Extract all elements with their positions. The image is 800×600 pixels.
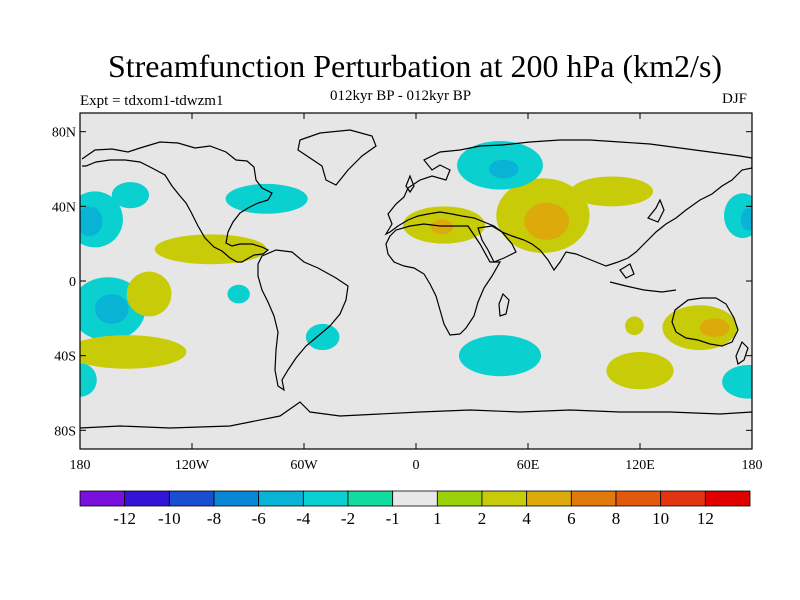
colorbar-swatch [615, 490, 662, 507]
colorbar-swatch [436, 490, 483, 507]
x-tick-label: 60E [517, 458, 540, 473]
coast-eurasia [384, 139, 752, 272]
anomaly-mexico-positive [154, 234, 267, 265]
anomaly-southern-ocean-negative [80, 363, 97, 397]
anomaly-layer [80, 141, 752, 399]
season-label: DJF [722, 91, 748, 107]
y-tick-label: 40N [52, 200, 76, 215]
colorbar-label: -1 [386, 509, 400, 528]
colorbar: -12 -10 -8 -6 -4 -2 -1 1 2 4 6 8 10 12 [79, 490, 751, 528]
colorbar-swatch [213, 490, 260, 507]
anomaly-mediterranean-core [430, 219, 454, 235]
colorbar-swatch [392, 490, 438, 507]
y-tick-label: 0 [69, 275, 76, 290]
colorbar-swatch [481, 490, 528, 507]
anomaly-southern-indian-positive [606, 351, 674, 390]
anomaly-east-asia-core [740, 208, 752, 231]
chart-title: Streamfunction Perturbation at 200 hPa (… [107, 48, 723, 84]
anomaly-north-pacific-negative [111, 182, 150, 209]
coastlines [80, 129, 752, 429]
coast-africa [385, 223, 502, 336]
colorbar-label: 12 [697, 509, 714, 528]
colorbar-label: 8 [612, 509, 621, 528]
colorbar-swatch [660, 490, 706, 507]
x-tick-label: 180 [70, 458, 91, 473]
y-tick-label: 40S [54, 350, 76, 365]
colorbar-label: -4 [296, 509, 311, 528]
colorbar-label: 6 [567, 509, 576, 528]
colorbar-label: -12 [113, 509, 136, 528]
anomaly-mongolia-positive [570, 176, 654, 207]
colorbar-swatch [570, 490, 617, 507]
colorbar-swatch [258, 490, 304, 507]
coast-south-america [257, 249, 349, 392]
colorbar-label: 2 [478, 509, 487, 528]
x-tick-label: 120E [625, 458, 655, 473]
colorbar-label: -6 [252, 509, 266, 528]
coast-indonesia [609, 263, 677, 293]
anomaly-dateline-east-negative [722, 365, 752, 399]
y-tick-label: 80S [54, 424, 76, 439]
anomaly-south-pacific-positive [80, 335, 187, 369]
colorbar-swatch [302, 490, 349, 507]
x-tick-label: 120W [175, 458, 210, 473]
coast-japan [647, 198, 665, 223]
experiment-label: Expt = tdxom1-tdwzm1 [80, 93, 224, 109]
anomaly-australia-core [699, 318, 730, 337]
anomaly-indian-small-positive [625, 316, 644, 336]
colorbar-swatch [347, 490, 394, 507]
coast-new-zealand [735, 340, 749, 365]
colorbar-label: -10 [158, 509, 181, 528]
coast-arabia [477, 225, 517, 263]
anomaly-atlantic-negative [225, 183, 308, 214]
colorbar-swatch [526, 490, 572, 507]
x-tick-label: 0 [413, 458, 420, 473]
colorbar-label: 10 [652, 509, 669, 528]
y-tick-label: 80N [52, 126, 76, 141]
coast-madagascar [498, 292, 510, 317]
anomaly-asia-core [524, 202, 570, 240]
anomaly-dateline-south-core [94, 294, 129, 324]
anomaly-dateline-north-core [80, 206, 103, 237]
colorbar-swatch [124, 490, 170, 507]
colorbar-label: -8 [207, 509, 221, 528]
coast-uk [405, 174, 415, 194]
coast-north-america [81, 141, 273, 263]
coast-australia [671, 297, 739, 347]
colorbar-swatch [704, 490, 751, 507]
anomaly-west-russia-core [488, 159, 519, 179]
anomaly-pacific-positive [126, 271, 172, 317]
colorbar-label: -2 [341, 509, 355, 528]
x-tick-label: 180 [742, 458, 763, 473]
anomaly-southeast-pacific-negative [227, 284, 250, 304]
colorbar-label: 1 [433, 509, 442, 528]
coast-antarctica [80, 401, 752, 429]
x-tick-label: 60W [290, 458, 318, 473]
map-background [80, 113, 752, 449]
axes: 180 120W 60W 0 60E 120E 180 80N 40N 0 40S 80S [52, 113, 763, 473]
coast-greenland [297, 129, 377, 186]
colorbar-swatch [168, 490, 215, 507]
chart-subtitle: 012kyr BP - 012kyr BP [330, 88, 472, 104]
anomaly-south-atlantic-negative [305, 323, 340, 351]
anomaly-indian-ocean-negative [458, 335, 542, 377]
colorbar-swatch [79, 490, 126, 507]
colorbar-label: 4 [522, 509, 531, 528]
